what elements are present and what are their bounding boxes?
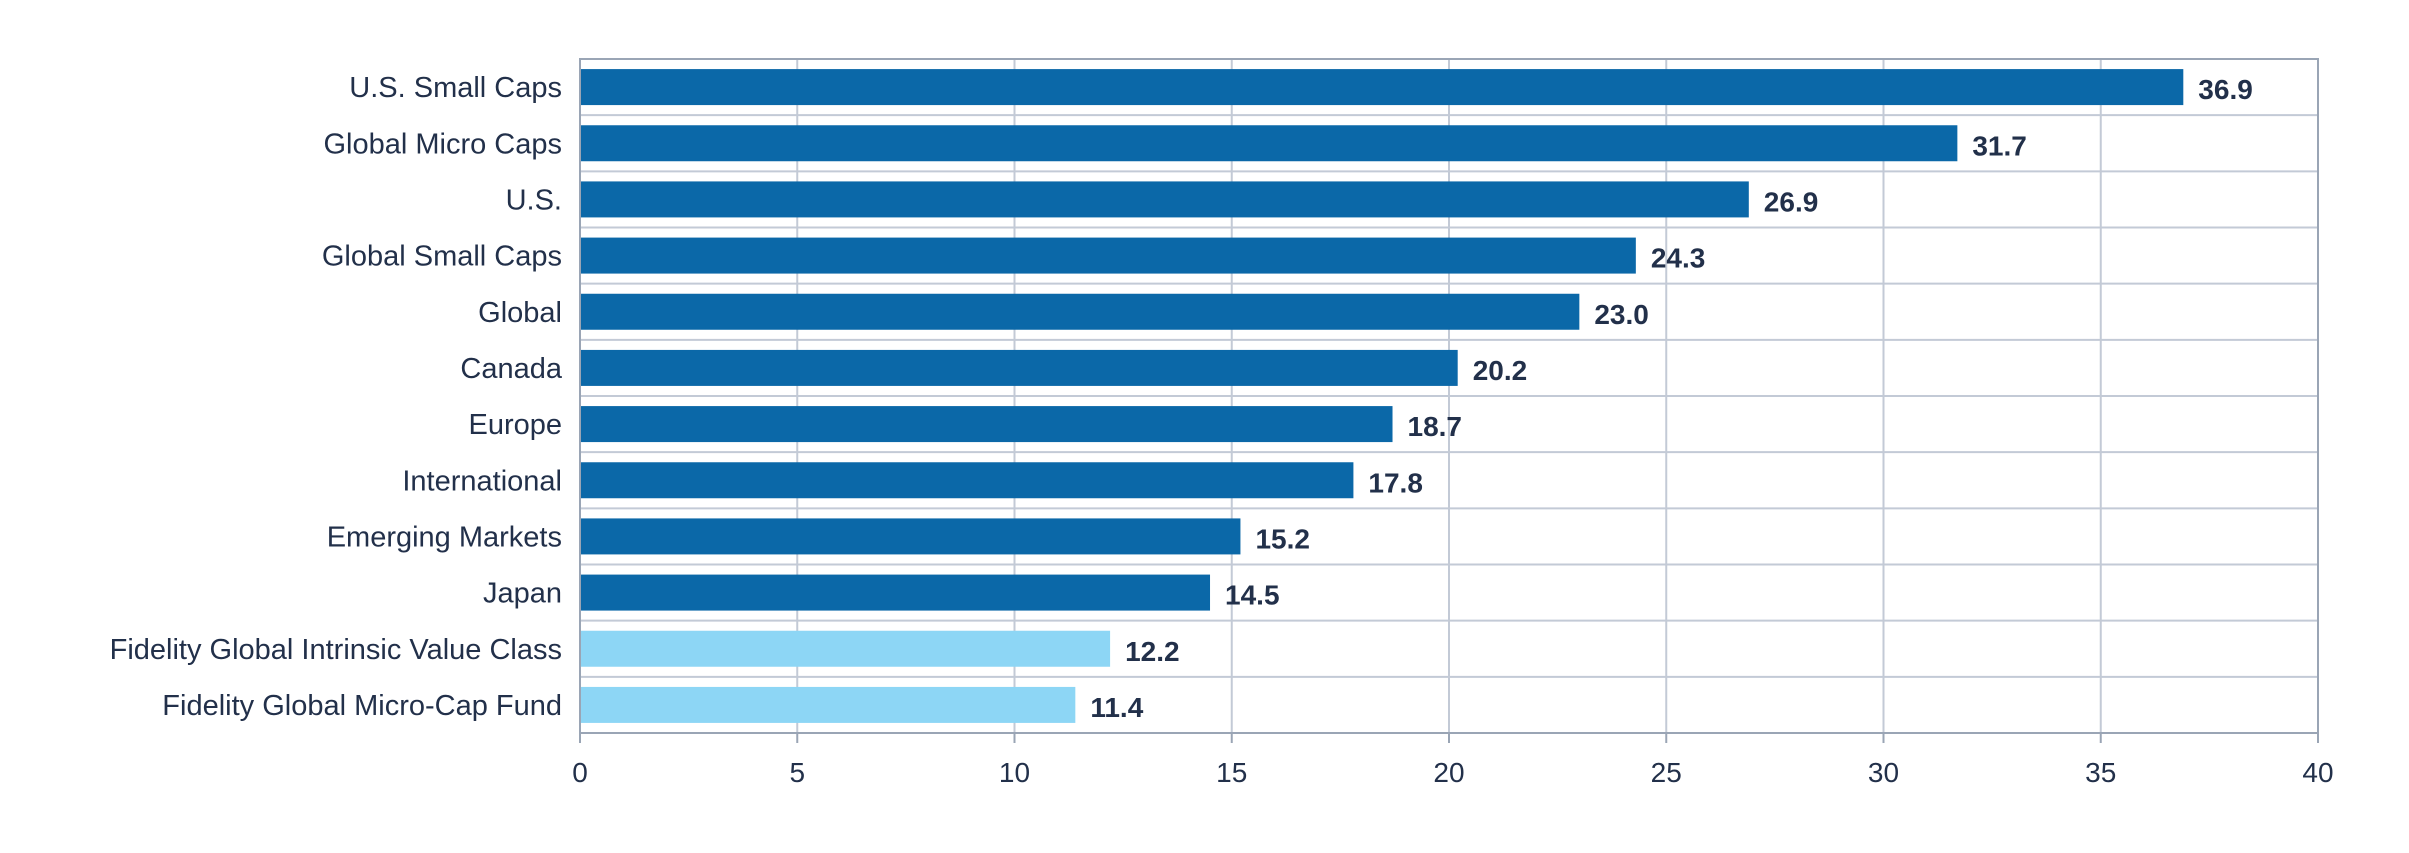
grid-layer [579, 58, 2319, 743]
value-label: 12.2 [1125, 636, 1180, 667]
bar [581, 181, 1749, 218]
value-label: 26.9 [1764, 186, 1819, 217]
category-label: Fidelity Global Intrinsic Value Class [110, 634, 562, 666]
value-label: 20.2 [1473, 355, 1528, 386]
bar [581, 462, 1354, 499]
category-label: Emerging Markets [327, 521, 562, 553]
label-layer: 0 5 10 15 20 25 30 35 40 U.S. Small Caps 36.9 Globa… [110, 72, 2334, 788]
x-tick-label: 0 [572, 757, 588, 788]
value-label: 36.9 [2198, 74, 2253, 105]
value-label: 17.8 [1368, 467, 1423, 498]
x-tick-label: 30 [1868, 757, 1899, 788]
x-tick-label: 40 [2302, 757, 2333, 788]
bar [581, 125, 1958, 162]
value-label: 11.4 [1090, 692, 1143, 723]
bar [581, 237, 1636, 274]
category-label: International [402, 465, 562, 497]
value-label: 24.3 [1651, 243, 1706, 274]
x-tick-label: 15 [1216, 757, 1247, 788]
category-label: Fidelity Global Micro-Cap Fund [162, 690, 562, 722]
x-tick-label: 25 [1651, 757, 1682, 788]
value-label: 15.2 [1255, 523, 1310, 554]
plot-frame [579, 58, 2319, 734]
bar [581, 630, 1111, 667]
bar [581, 574, 1211, 611]
category-label: Global Small Caps [322, 241, 562, 273]
x-tick-label: 10 [999, 757, 1030, 788]
bar [581, 293, 1580, 330]
category-label: Canada [460, 353, 562, 385]
bar [581, 349, 1458, 386]
category-label: Japan [483, 578, 562, 610]
x-tick-label: 20 [1433, 757, 1464, 788]
category-label: Global [478, 297, 562, 329]
value-label: 23.0 [1594, 299, 1649, 330]
x-tick-label: 5 [789, 757, 805, 788]
category-label: U.S. Small Caps [349, 72, 562, 104]
bar [581, 406, 1393, 443]
bar [581, 518, 1241, 555]
value-label: 18.7 [1408, 411, 1463, 442]
bar-layer [581, 69, 2184, 723]
category-label: Global Micro Caps [323, 128, 562, 160]
value-label: 14.5 [1225, 580, 1280, 611]
category-label: U.S. [506, 184, 562, 216]
x-tick-label: 35 [2085, 757, 2116, 788]
category-label: Europe [468, 409, 562, 441]
bar [581, 686, 1076, 723]
bar [581, 69, 2184, 106]
value-label: 31.7 [1972, 130, 2027, 161]
